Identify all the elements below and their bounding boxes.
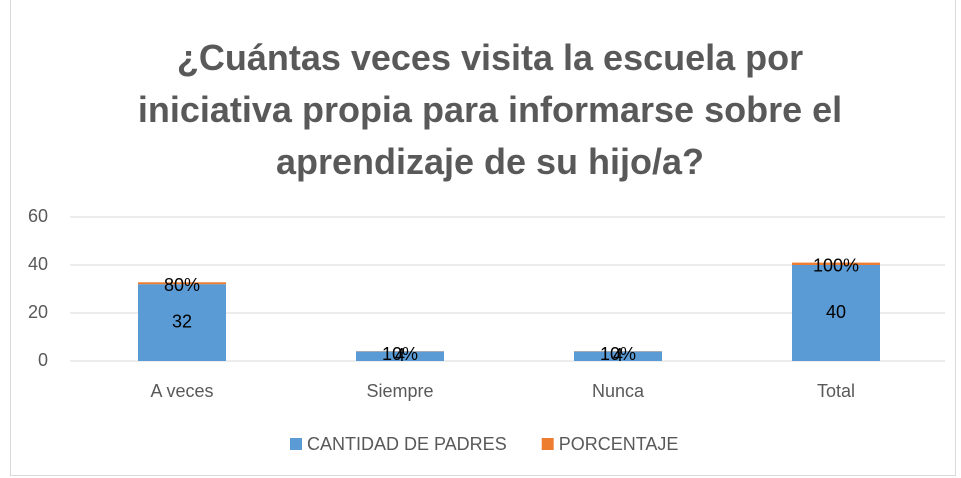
bar-segment [138,282,226,285]
data-label: 32 [172,311,192,331]
data-label: 80% [164,275,200,295]
data-label: 40 [826,302,846,322]
x-tick-label: Nunca [592,381,645,401]
legend-label: CANTIDAD DE PADRES [307,434,507,454]
data-label: 4 [613,345,623,365]
legend-label: PORCENTAJE [559,434,679,454]
bar-segment [792,262,880,265]
x-tick-label: Total [817,381,855,401]
legend-swatch [541,438,554,450]
bar-segment [356,351,444,361]
x-tick-label: A veces [150,381,213,401]
data-label: 10% [600,344,636,364]
y-tick-label: 40 [28,254,48,274]
y-tick-label: 20 [28,302,48,322]
chart-frame [10,0,956,476]
data-label: 100% [813,255,859,275]
chart-title: ¿Cuántas veces visita la escuela por ini… [137,37,843,182]
y-tick-label: 60 [28,206,48,226]
legend-swatch [290,438,302,450]
data-label: 10% [382,344,418,364]
bar-segment [574,351,662,361]
y-tick-label: 0 [38,350,48,370]
data-label: 4 [395,345,405,365]
x-tick-label: Siempre [366,381,433,401]
bar-segment [792,265,880,361]
bar-segment [138,284,226,361]
